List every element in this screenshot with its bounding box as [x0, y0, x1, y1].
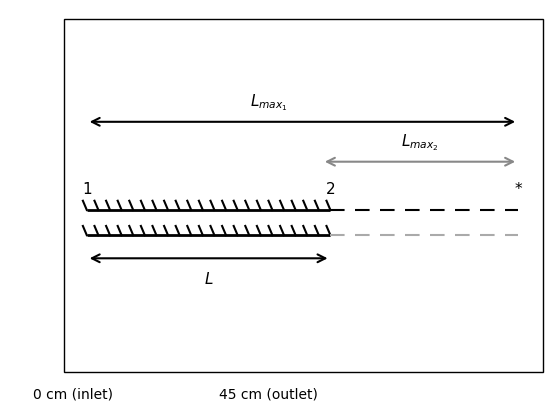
Text: *: * [514, 182, 522, 197]
Text: $L_{max_2}$: $L_{max_2}$ [401, 133, 439, 153]
Bar [64, 19, 543, 372]
Text: 0 cm (inlet): 0 cm (inlet) [33, 388, 113, 402]
Text: $L_{max_1}$: $L_{max_1}$ [250, 93, 288, 113]
Text: 45 cm (outlet): 45 cm (outlet) [220, 388, 318, 402]
Text: $L$: $L$ [204, 271, 213, 287]
Text: 2: 2 [325, 182, 335, 197]
Text: 1: 1 [82, 182, 92, 197]
